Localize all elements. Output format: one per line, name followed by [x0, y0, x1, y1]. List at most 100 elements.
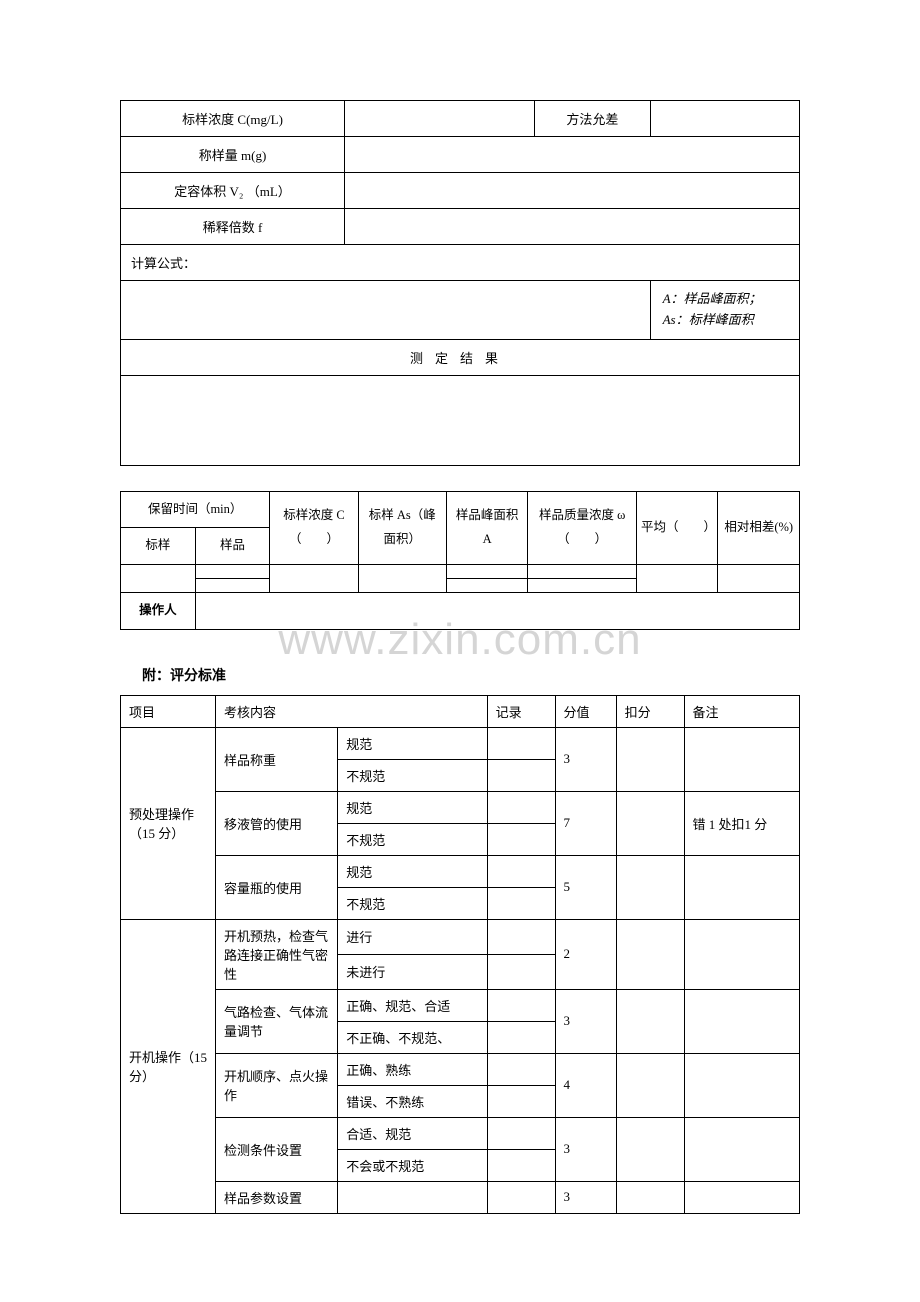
content-cell: 检测条件设置: [216, 1117, 338, 1181]
h-conc: 标样浓度 C（ ）: [270, 491, 358, 565]
val-concentration: [345, 101, 535, 137]
cell: [121, 565, 196, 593]
row-mass: 称样量 m(g): [121, 137, 800, 173]
opt-cell: 正确、熟练: [338, 1053, 487, 1085]
table-row: 开机操作（15分） 开机预热，检查气路连接正确性气密性 进行 2: [121, 919, 800, 954]
deduct-cell: [616, 1181, 684, 1213]
remark-cell: [684, 1117, 799, 1181]
opt-cell: 不会或不规范: [338, 1149, 487, 1181]
h-project: 项目: [121, 695, 216, 727]
table-row: 容量瓶的使用 规范 5: [121, 855, 800, 887]
cell: [195, 579, 270, 593]
deduct-cell: [616, 1053, 684, 1117]
table-row: 样品参数设置 3: [121, 1181, 800, 1213]
label-concentration: 标样浓度 C(mg/L): [121, 101, 345, 137]
results-data-table: 保留时间（min） 标样浓度 C（ ） 标样 As（峰面积） 样品峰面积 A 样…: [120, 491, 800, 630]
row-formula: 计算公式：: [121, 245, 800, 281]
results-cell: [121, 375, 800, 465]
label-mass: 称样量 m(g): [121, 137, 345, 173]
content-cell: 样品参数设置: [216, 1181, 338, 1213]
val-dilution: [345, 209, 800, 245]
h-remark: 备注: [684, 695, 799, 727]
deduct-cell: [616, 855, 684, 919]
content-cell: 气路检查、气体流量调节: [216, 989, 338, 1053]
score-cell: 5: [555, 855, 616, 919]
score-cell: 2: [555, 919, 616, 989]
h-mass: 样品质量浓度 ω（ ）: [528, 491, 637, 565]
table-row: 气路检查、气体流量调节 正确、规范、合适 3: [121, 989, 800, 1021]
cell: [718, 565, 800, 593]
val-mass: [345, 137, 800, 173]
remark-cell: 错 1 处扣1 分: [684, 791, 799, 855]
cell: [446, 565, 527, 579]
label-formula: 计算公式：: [121, 245, 800, 281]
notes-cell: A：样品峰面积； As：标样峰面积: [650, 281, 799, 340]
row-notes: A：样品峰面积； As：标样峰面积: [121, 281, 800, 340]
deduct-cell: [616, 727, 684, 791]
opt-cell: [338, 1181, 487, 1213]
remark-cell: [684, 855, 799, 919]
cell: [446, 579, 527, 593]
content-cell: 容量瓶的使用: [216, 855, 338, 919]
score-cell: 3: [555, 727, 616, 791]
label-dilution: 稀释倍数 f: [121, 209, 345, 245]
record-cell: [487, 855, 555, 887]
label-tolerance: 方法允差: [535, 101, 650, 137]
deduct-cell: [616, 791, 684, 855]
record-cell: [487, 823, 555, 855]
opt-cell: 不规范: [338, 823, 487, 855]
cell: [270, 565, 358, 593]
record-cell: [487, 954, 555, 989]
record-cell: [487, 1181, 555, 1213]
project-cell: 开机操作（15分）: [121, 919, 216, 1213]
h-area: 样品峰面积 A: [446, 491, 527, 565]
operator-row: 操作人: [121, 593, 800, 630]
record-cell: [487, 759, 555, 791]
table-row: 开机顺序、点火操作 正确、熟练 4: [121, 1053, 800, 1085]
deduct-cell: [616, 989, 684, 1053]
opt-cell: 进行: [338, 919, 487, 954]
content-cell: 样品称重: [216, 727, 338, 791]
row-volume: 定容体积 V₂ （mL）: [121, 173, 800, 209]
record-cell: [487, 1021, 555, 1053]
cell: [528, 565, 637, 579]
h-avg: 平均（ ）: [637, 491, 718, 565]
h-content: 考核内容: [216, 695, 488, 727]
remark-cell: [684, 1053, 799, 1117]
score-cell: 7: [555, 791, 616, 855]
h-deduct: 扣分: [616, 695, 684, 727]
row-concentration: 标样浓度 C(mg/L) 方法允差: [121, 101, 800, 137]
record-cell: [487, 1053, 555, 1085]
operator-label: 操作人: [121, 593, 196, 630]
score-cell: 3: [555, 1117, 616, 1181]
section-header: 测定结果: [121, 339, 800, 375]
score-cell: 3: [555, 1181, 616, 1213]
remark-cell: [684, 1181, 799, 1213]
row-section-header: 测定结果: [121, 339, 800, 375]
content-cell: 移液管的使用: [216, 791, 338, 855]
record-cell: [487, 791, 555, 823]
h-retention: 保留时间（min）: [121, 491, 270, 528]
score-cell: 3: [555, 989, 616, 1053]
remark-cell: [684, 989, 799, 1053]
cell: [528, 579, 637, 593]
operator-value: [195, 593, 799, 630]
score-cell: 4: [555, 1053, 616, 1117]
note-line1: A：样品峰面积；: [663, 291, 762, 306]
opt-cell: 不正确、不规范、: [338, 1021, 487, 1053]
remark-cell: [684, 727, 799, 791]
opt-cell: 未进行: [338, 954, 487, 989]
label-volume: 定容体积 V₂ （mL）: [121, 173, 345, 209]
cell: [637, 565, 718, 593]
h-as: 标样 As（峰面积）: [358, 491, 446, 565]
opt-cell: 规范: [338, 855, 487, 887]
record-cell: [487, 919, 555, 954]
parameters-table: 标样浓度 C(mg/L) 方法允差 称样量 m(g) 定容体积 V₂ （mL） …: [120, 100, 800, 466]
deduct-cell: [616, 919, 684, 989]
attachment-title: 附：评分标准: [142, 665, 800, 685]
remark-cell: [684, 919, 799, 989]
h-score: 分值: [555, 695, 616, 727]
opt-cell: 合适、规范: [338, 1117, 487, 1149]
note-line2: As：标样峰面积: [663, 312, 754, 327]
content-cell: 开机预热，检查气路连接正确性气密性: [216, 919, 338, 989]
